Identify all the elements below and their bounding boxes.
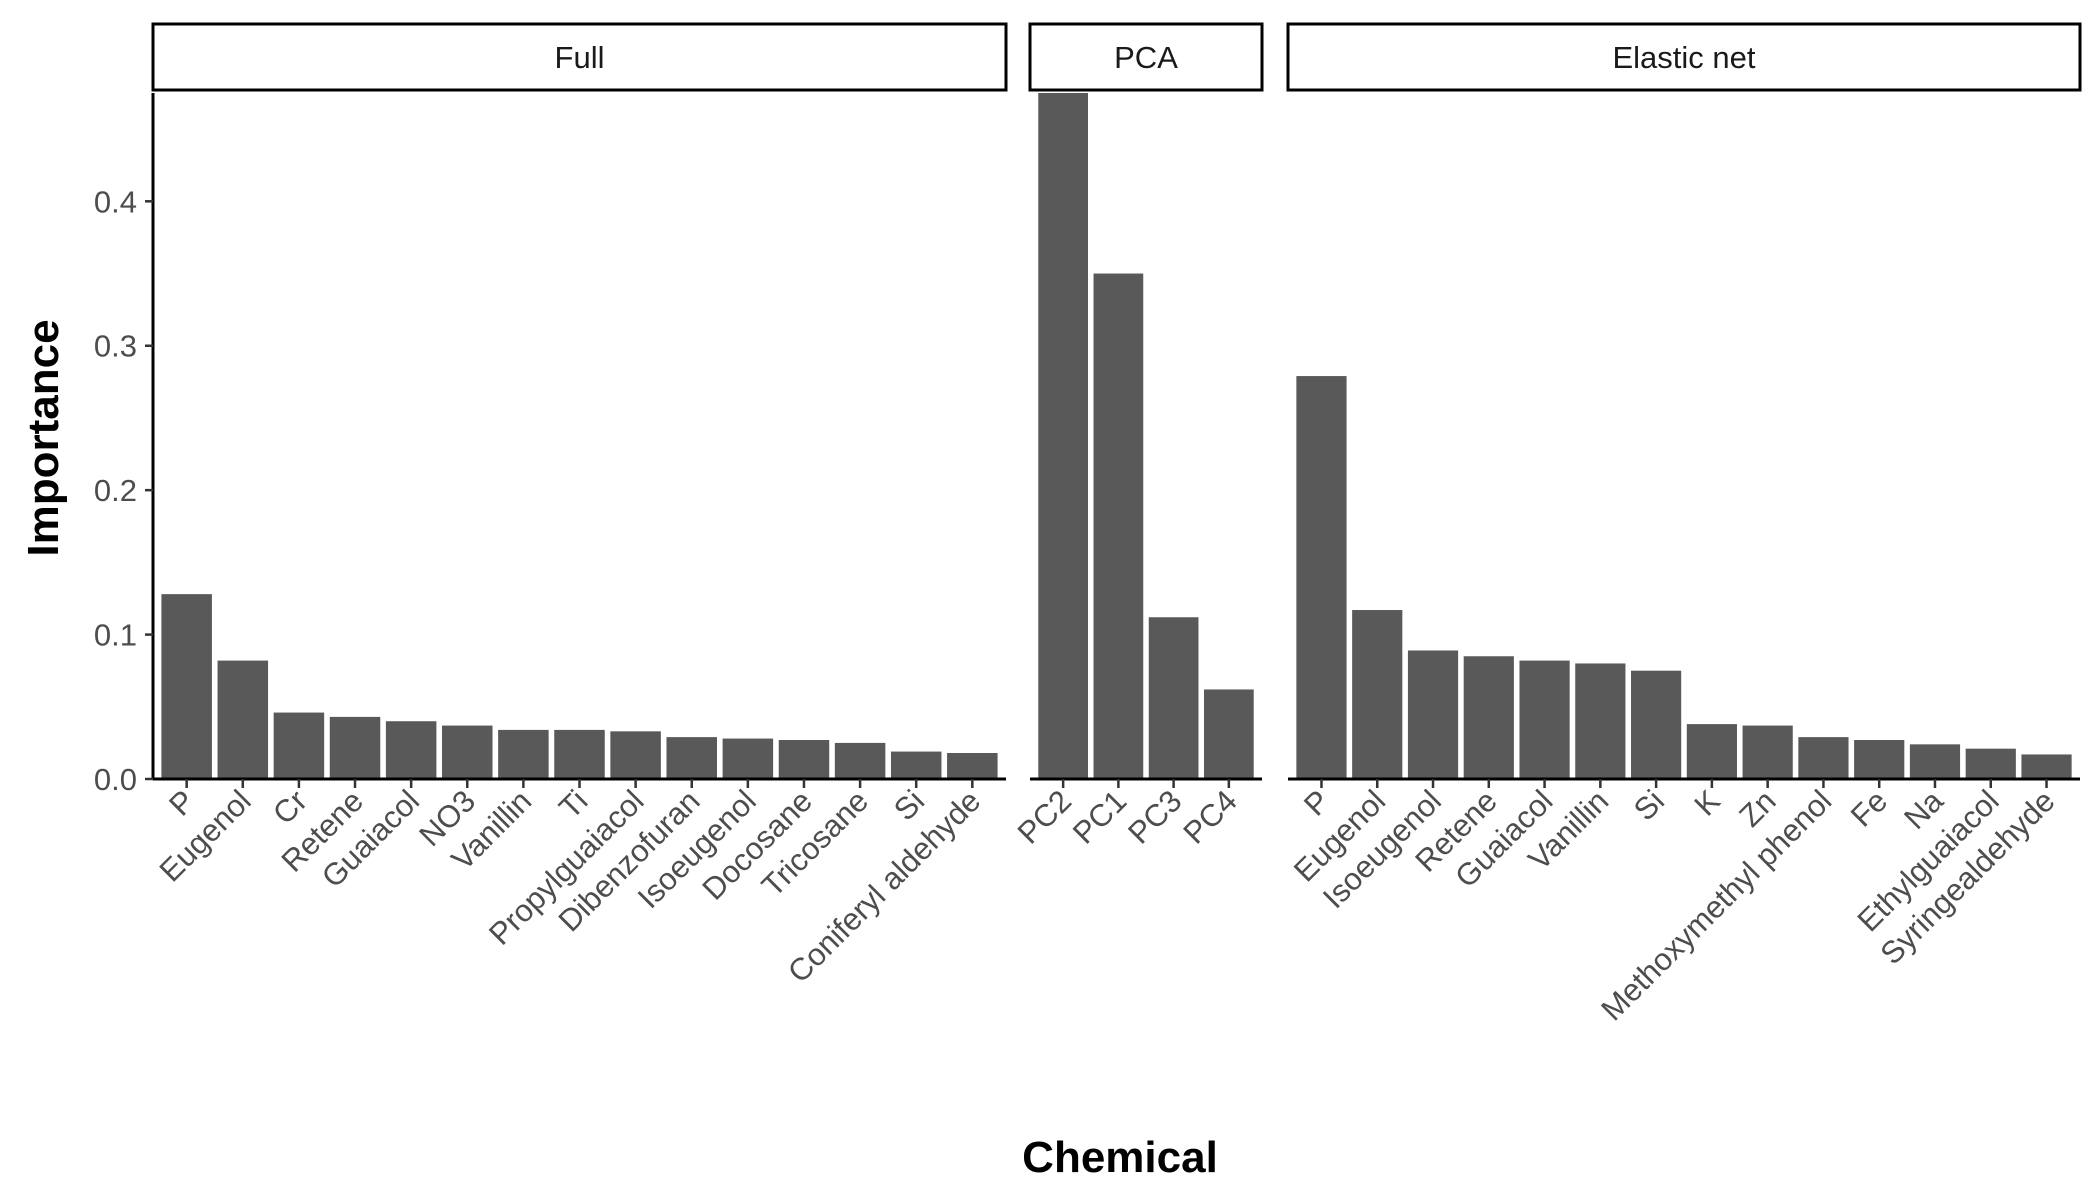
bar [1407, 650, 1459, 779]
y-tick-label: 0.1 [94, 618, 137, 653]
bar [1686, 724, 1737, 779]
x-tick-label: K [1687, 783, 1727, 823]
bar [1352, 610, 1403, 779]
bar [1093, 273, 1144, 779]
x-tick-label: P [162, 783, 201, 822]
x-axis-title: Chemical [1022, 1133, 1218, 1182]
bar [1854, 740, 1905, 779]
x-tick-label: PC3 [1121, 783, 1188, 850]
facet-strip [1286, 22, 2082, 92]
y-axis: 0.0 0.1 0.2 0.3 0.4 [94, 93, 155, 797]
facet-panel: Elastic netPEugenolIsoeugenolReteneGuaia… [1286, 22, 2082, 1027]
bar [554, 729, 605, 779]
y-axis-title: Importance [19, 319, 68, 556]
bar [1798, 737, 1849, 779]
x-tick-label: Ti [552, 783, 594, 825]
bar [442, 725, 493, 779]
y-tick-label: 0.2 [94, 473, 137, 508]
bar [890, 751, 942, 779]
bar [610, 731, 661, 779]
bar [1909, 744, 1961, 779]
y-tick-label: 0.3 [94, 329, 137, 364]
bar [385, 721, 437, 779]
bar [1519, 660, 1570, 779]
bar [722, 738, 774, 779]
bar [2021, 754, 2072, 779]
x-tick-label: PC4 [1176, 783, 1243, 850]
bar [1148, 617, 1199, 779]
bar [498, 729, 549, 779]
bar [666, 737, 717, 779]
bar [1204, 689, 1254, 779]
facet-strip-label: Full [555, 40, 605, 75]
bar [273, 712, 325, 779]
x-tick-label: Fe [1844, 783, 1894, 833]
bar [1631, 670, 1682, 779]
facet-strip-label: PCA [1114, 40, 1178, 75]
bar [947, 753, 998, 779]
x-tick-label: Methoxymethyl phenol [1594, 783, 1838, 1027]
bar [1296, 376, 1347, 779]
facet-strip [151, 22, 1008, 92]
bar [834, 742, 886, 779]
facet-strip [1028, 22, 1264, 92]
x-tick-label: PC1 [1066, 783, 1133, 850]
y-tick-label: 0.4 [94, 184, 137, 219]
x-tick-label: Si [1627, 783, 1671, 827]
bar [161, 594, 212, 779]
x-tick-label: P [1297, 783, 1336, 822]
bar [1463, 656, 1514, 779]
bar [217, 660, 269, 779]
y-tick-label: 0.0 [94, 762, 137, 797]
bar [1575, 663, 1626, 779]
x-tick-label: PC2 [1011, 783, 1078, 850]
bar [1742, 725, 1793, 779]
facet-strip-label: Elastic net [1612, 40, 1755, 75]
bar [1038, 93, 1088, 779]
bar [329, 716, 381, 779]
bar [1965, 748, 2016, 779]
bar [778, 740, 830, 779]
